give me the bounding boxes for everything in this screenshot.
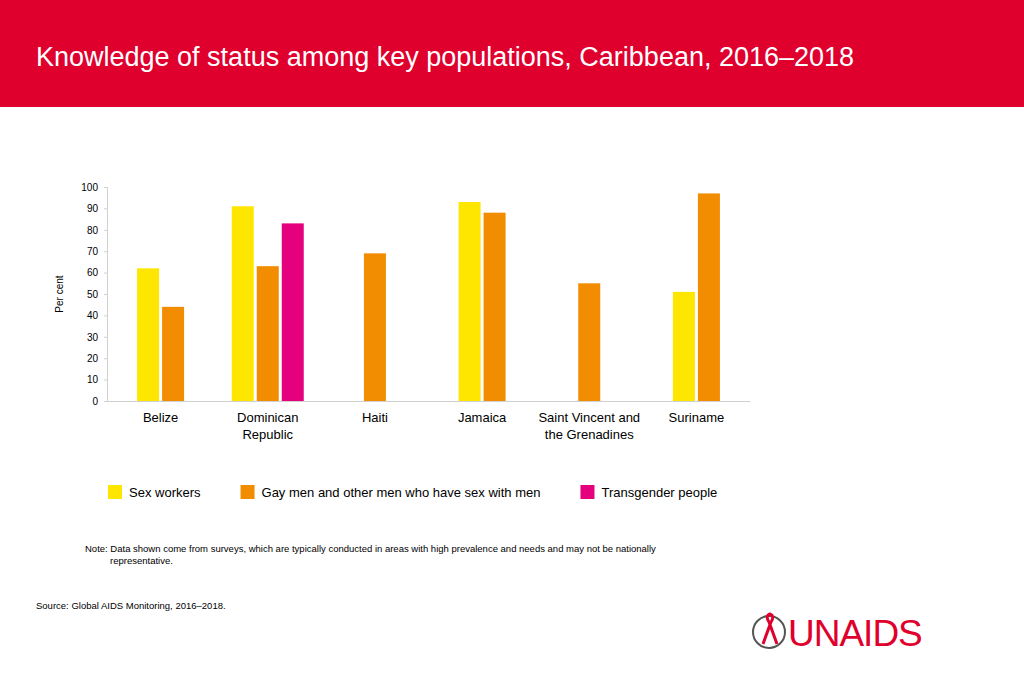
y-tick-mark (104, 358, 107, 359)
legend-swatch (241, 485, 255, 499)
y-tick-mark (104, 294, 107, 295)
y-tick-label: 90 (87, 203, 99, 214)
x-tick-label: Belize (143, 410, 178, 425)
y-tick-mark (104, 273, 107, 274)
y-tick: 0 (92, 396, 107, 407)
y-tick: 50 (87, 289, 107, 300)
y-tick-label: 60 (87, 267, 99, 278)
x-tick: Jamaica (458, 401, 507, 425)
y-tick-mark (104, 380, 107, 381)
source: Source: Global AIDS Monitoring, 2016–201… (36, 600, 226, 611)
logo: UNAIDS (753, 613, 922, 654)
header-band (0, 0, 1024, 107)
y-tick: 60 (87, 267, 107, 278)
bar (162, 307, 184, 401)
x-tick-label: Saint Vincent andthe Grenadines (538, 410, 640, 442)
legend: Sex workers Gay men and other men who hav… (108, 485, 717, 500)
x-tick: Suriname (669, 401, 725, 425)
y-tick: 40 (87, 310, 107, 321)
x-tick-label: DominicanRepublic (237, 410, 298, 442)
legend-swatch (580, 485, 594, 499)
y-tick: 10 (87, 374, 107, 385)
y-tick-mark (104, 251, 107, 252)
y-tick-label: 80 (87, 225, 99, 236)
y-tick-mark (104, 337, 107, 338)
title: Knowledge of status among key population… (36, 42, 854, 72)
x-tick: Saint Vincent andthe Grenadines (538, 401, 640, 442)
y-tick-label: 20 (87, 353, 99, 364)
legend-label: Sex workers (129, 485, 201, 500)
y-tick: 20 (87, 353, 107, 364)
y-tick-mark (104, 315, 107, 316)
y-tick-label: 30 (87, 332, 99, 343)
y-tick-label: 50 (87, 289, 99, 300)
x-tick-label: Suriname (669, 410, 725, 425)
y-axis: 0 10 20 30 40 50 60 70 80 90 100 (81, 182, 107, 407)
x-tick: Belize (143, 401, 178, 425)
x-tick-label: Jamaica (458, 410, 507, 425)
bar (282, 223, 304, 401)
legend-swatch (108, 485, 122, 499)
chart: Knowledge of status among key population… (0, 0, 1024, 683)
logo-text: UNAIDS (788, 613, 922, 654)
bar (673, 292, 695, 401)
bar (257, 266, 279, 401)
y-tick-label: 70 (87, 246, 99, 257)
x-tick: DominicanRepublic (237, 401, 298, 442)
x-axis: Belize DominicanRepublic Haiti Jamaica Saint… (108, 401, 751, 442)
y-tick-mark (104, 187, 107, 188)
y-tick-label: 10 (87, 374, 99, 385)
y-tick: 100 (81, 182, 107, 193)
bar (578, 283, 600, 401)
y-tick-label: 0 (92, 396, 98, 407)
y-tick: 90 (87, 203, 107, 214)
y-tick: 80 (87, 225, 107, 236)
y-tick-mark (104, 230, 107, 231)
bar (364, 253, 386, 401)
x-tick-label: Haiti (362, 410, 388, 425)
bar (484, 213, 506, 401)
bar (232, 206, 254, 401)
bar (459, 202, 481, 401)
legend-label: Gay men and other men who have sex with … (262, 485, 541, 500)
y-axis-title: Per cent (54, 275, 65, 312)
y-tick-mark (104, 208, 107, 209)
x-tick: Haiti (362, 401, 388, 425)
legend-label: Transgender people (601, 485, 717, 500)
bars (137, 193, 720, 401)
y-tick: 30 (87, 332, 107, 343)
y-axis-line (104, 188, 108, 402)
bar (137, 268, 159, 401)
y-tick-label: 100 (81, 182, 98, 193)
note: Note: Data shown come from surveys, whic… (85, 543, 656, 566)
x-axis-line (108, 401, 751, 402)
y-tick-mark (104, 401, 107, 402)
bar (698, 193, 720, 401)
logo-ribbon (763, 614, 777, 644)
y-tick-label: 40 (87, 310, 99, 321)
y-tick: 70 (87, 246, 107, 257)
